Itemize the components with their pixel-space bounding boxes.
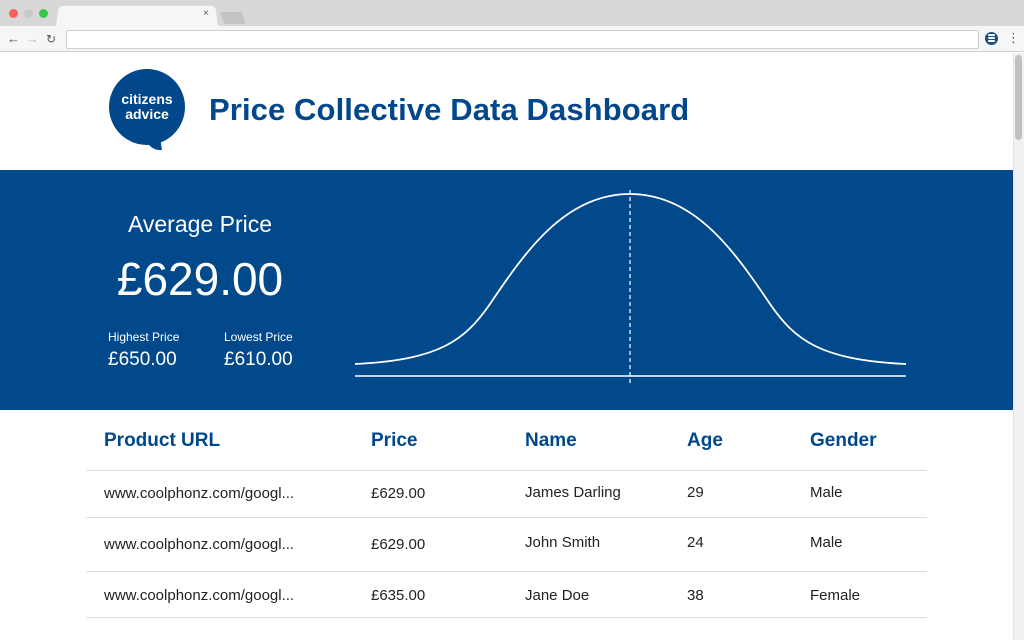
column-header-price[interactable]: Price [371, 430, 418, 451]
reload-icon[interactable]: ↻ [46, 32, 57, 46]
row-gender: Male [810, 484, 843, 501]
browser-tab[interactable] [56, 5, 218, 27]
row-product-url[interactable]: www.coolphonz.com/googl... [104, 587, 295, 604]
browser-tab-bar: × [0, 0, 1024, 27]
column-header-product-url[interactable]: Product URL [104, 430, 221, 451]
forward-arrow-icon[interactable]: → [26, 31, 39, 46]
close-window-icon[interactable] [9, 9, 18, 18]
row-name: James Darling [525, 484, 621, 501]
row-gender: Female [810, 587, 861, 604]
logo-text-line1: citizens [121, 91, 173, 107]
highest-price-value: £650.00 [108, 349, 177, 370]
row-price: £635.00 [371, 587, 426, 604]
header-divider [86, 470, 927, 471]
maximize-window-icon[interactable] [39, 9, 48, 18]
row-name: John Smith [525, 534, 601, 551]
row-divider [86, 517, 927, 518]
row-age: 24 [687, 534, 704, 551]
row-divider [86, 617, 927, 618]
column-header-gender[interactable]: Gender [810, 430, 877, 451]
back-arrow-icon[interactable]: ← [7, 31, 20, 46]
highest-price-label: Highest Price [108, 330, 180, 344]
chat-bubble-icon[interactable] [985, 32, 998, 45]
row-product-url[interactable]: www.coolphonz.com/googl... [104, 485, 295, 502]
row-price: £629.00 [371, 536, 426, 553]
address-bar[interactable] [66, 30, 979, 49]
browser-toolbar: ← → ↻ ⋮ [0, 26, 1024, 52]
average-price-value: £629.00 [116, 253, 284, 305]
lowest-price-value: £610.00 [224, 349, 293, 370]
average-price-label: Average Price [127, 211, 273, 237]
row-age: 38 [687, 587, 704, 604]
row-age: 29 [687, 484, 704, 501]
browser-menu-icon[interactable]: ⋮ [1007, 30, 1020, 45]
new-tab-button[interactable] [219, 12, 247, 24]
row-name: Jane Doe [525, 587, 590, 604]
row-gender: Male [810, 534, 843, 551]
tab-close-icon[interactable]: × [203, 8, 209, 19]
row-product-url[interactable]: www.coolphonz.com/googl... [104, 536, 295, 553]
row-price: £629.00 [371, 485, 426, 502]
row-divider [86, 571, 927, 572]
lowest-price-label: Lowest Price [224, 330, 293, 344]
price-distribution-curve [354, 190, 907, 383]
page-title: Price Collective Data Dashboard [209, 92, 690, 127]
summary-band [0, 170, 1013, 410]
column-header-age[interactable]: Age [687, 430, 723, 451]
page-scrollbar[interactable] [1013, 53, 1024, 640]
citizens-advice-logo: citizens advice [109, 69, 185, 145]
minimize-window-icon[interactable] [24, 9, 33, 18]
column-header-name[interactable]: Name [525, 430, 577, 451]
logo-text-line2: advice [125, 106, 169, 122]
scrollbar-thumb[interactable] [1015, 55, 1022, 140]
